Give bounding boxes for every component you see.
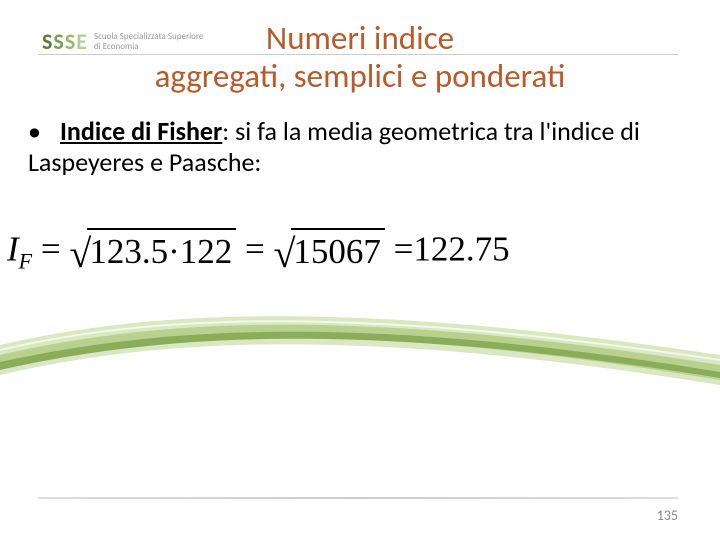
formula-variable: I [7,230,19,269]
formula-equals: = [394,230,414,269]
title-line-1: Numeri indice [266,18,454,58]
sqrt-1: √123.5·122 [69,228,236,277]
formula-result: 122.75 [413,230,509,269]
bullet-term: Indice di Fisher [60,115,222,147]
bullet-item: •Indice di Fisher: si fa la media geomet… [28,116,688,178]
bullet-text: Indice di Fisher: si fa la media geometr… [28,115,640,178]
decorative-swoosh [0,290,720,410]
formula-equals: = [245,230,265,269]
title-line-2: aggregati, semplici e ponderati [155,56,566,96]
page-number: 135 [657,507,678,524]
formula-subscript: F [19,249,32,274]
footer-divider [38,497,678,499]
radicand-1: 123.5·122 [87,228,236,272]
formula: IF = √123.5·122 = √15067 =122.75 [7,228,713,277]
formula-equals: = [41,230,61,269]
slide-title: Numeri indice aggregati, semplici e pond… [0,20,720,96]
sqrt-2: √15067 [273,228,384,277]
bullet-marker: • [28,116,46,147]
radicand-2: 15067 [291,228,385,272]
